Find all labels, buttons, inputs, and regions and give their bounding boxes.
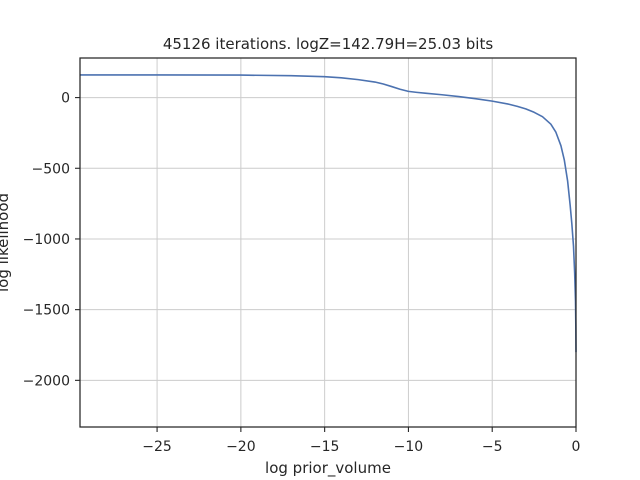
chart-title: 45126 iterations. logZ=142.79H=25.03 bit… [163,35,494,53]
x-tick-label: −20 [226,439,256,455]
axis-ticks: −25 −20 −15 −10 −5 00−500−1000−1500−2000 [23,91,581,455]
x-tick-label: 0 [572,439,581,455]
series-layer [80,74,577,353]
x-tick-label: −5 [482,439,503,455]
y-tick-label: −1500 [23,303,70,319]
y-tick-label: −500 [32,161,70,177]
x-tick-label: −25 [142,439,172,455]
y-tick-label: −1000 [23,232,70,248]
y-tick-label: −2000 [23,373,70,389]
x-axis-label: log prior_volume [265,459,391,478]
y-axis-label: log likelihood [0,193,12,292]
x-tick-label: −10 [394,439,424,455]
series-line [80,74,577,353]
y-tick-label: 0 [61,91,70,107]
plot-frame [79,57,577,428]
x-tick-label: −15 [310,439,340,455]
